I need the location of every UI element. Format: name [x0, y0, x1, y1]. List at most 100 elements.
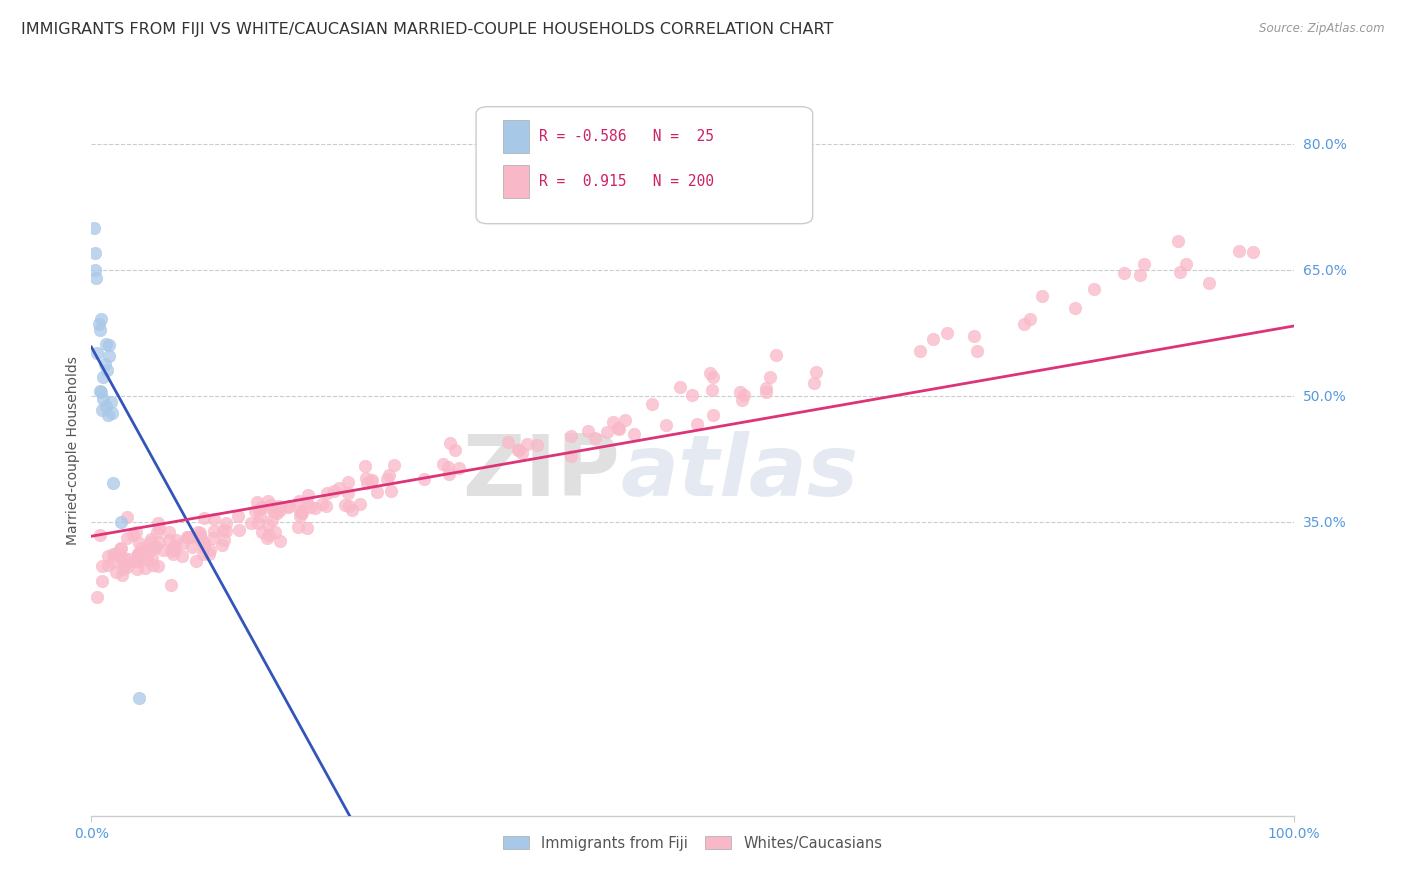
- Point: [186, 554, 208, 568]
- Point: [117, 510, 139, 524]
- Point: [90, 311, 112, 326]
- Point: [246, 516, 269, 531]
- Point: [654, 418, 676, 433]
- Point: [686, 417, 709, 431]
- Point: [412, 472, 434, 486]
- Point: [160, 578, 183, 592]
- Point: [1031, 288, 1053, 302]
- Point: [966, 344, 988, 359]
- Point: [699, 366, 721, 380]
- Point: [380, 483, 402, 498]
- Point: [188, 526, 211, 541]
- Point: [936, 326, 959, 340]
- Point: [127, 547, 149, 561]
- Point: [264, 524, 287, 539]
- Point: [94, 337, 117, 351]
- Point: [360, 474, 382, 488]
- Point: [200, 542, 222, 557]
- Point: [148, 521, 170, 535]
- Point: [129, 552, 152, 566]
- Point: [287, 520, 309, 534]
- Point: [135, 542, 157, 557]
- Point: [260, 513, 283, 527]
- Point: [165, 533, 187, 547]
- Point: [128, 545, 150, 559]
- Point: [141, 533, 163, 547]
- Point: [614, 412, 637, 426]
- Point: [215, 516, 238, 530]
- Point: [122, 554, 145, 568]
- Bar: [502, 120, 529, 153]
- Point: [148, 535, 170, 549]
- Point: [84, 262, 107, 277]
- Point: [910, 343, 932, 358]
- Point: [291, 506, 314, 520]
- Point: [239, 516, 262, 531]
- Point: [108, 542, 131, 557]
- Point: [108, 549, 131, 564]
- Text: atlas: atlas: [620, 431, 859, 514]
- Point: [1063, 301, 1085, 315]
- Point: [157, 524, 180, 539]
- Point: [146, 516, 169, 531]
- Point: [93, 357, 115, 371]
- Point: [295, 496, 318, 510]
- Point: [447, 460, 470, 475]
- Point: [247, 503, 270, 517]
- Point: [1083, 282, 1105, 296]
- Point: [191, 547, 214, 561]
- Point: [87, 318, 110, 332]
- Point: [101, 406, 124, 420]
- Point: [165, 543, 187, 558]
- Point: [104, 547, 127, 561]
- Point: [198, 548, 221, 562]
- Point: [1241, 244, 1264, 259]
- Point: [765, 348, 787, 362]
- Point: [115, 560, 138, 574]
- Point: [246, 494, 269, 508]
- Point: [162, 548, 184, 562]
- Point: [963, 328, 986, 343]
- Point: [135, 553, 157, 567]
- Point: [337, 475, 360, 489]
- Point: [143, 539, 166, 553]
- Point: [250, 524, 273, 539]
- Point: [623, 427, 645, 442]
- Point: [157, 533, 180, 548]
- Point: [90, 574, 112, 588]
- Text: R =  0.915   N = 200: R = 0.915 N = 200: [538, 174, 714, 189]
- Point: [188, 529, 211, 543]
- Point: [437, 467, 460, 481]
- Point: [596, 425, 619, 440]
- Point: [214, 524, 236, 538]
- FancyBboxPatch shape: [477, 107, 813, 224]
- Point: [128, 536, 150, 550]
- Point: [377, 468, 399, 483]
- Point: [188, 533, 211, 547]
- Point: [269, 499, 291, 513]
- Point: [432, 458, 454, 472]
- Point: [290, 504, 312, 518]
- Point: [127, 548, 149, 562]
- Point: [806, 365, 828, 379]
- Point: [91, 558, 114, 573]
- Point: [163, 540, 186, 554]
- Point: [127, 553, 149, 567]
- Point: [176, 530, 198, 544]
- Point: [211, 538, 233, 552]
- Point: [297, 488, 319, 502]
- Point: [193, 536, 215, 550]
- Point: [257, 500, 280, 515]
- Point: [152, 543, 174, 558]
- Point: [287, 493, 309, 508]
- Point: [702, 370, 724, 384]
- Point: [1112, 266, 1135, 280]
- Point: [669, 380, 692, 394]
- Point: [349, 497, 371, 511]
- Point: [602, 416, 624, 430]
- Point: [84, 271, 107, 285]
- Point: [496, 435, 519, 450]
- Point: [249, 500, 271, 515]
- Point: [1227, 244, 1250, 258]
- Text: ZIP: ZIP: [463, 431, 620, 514]
